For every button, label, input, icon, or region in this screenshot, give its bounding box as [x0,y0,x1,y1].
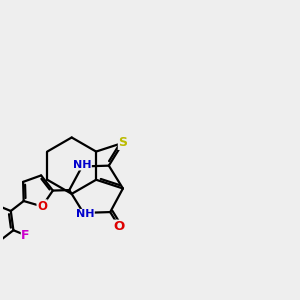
Text: O: O [114,220,125,233]
Text: NH: NH [76,209,94,220]
Text: O: O [37,200,47,213]
Text: NH: NH [73,160,91,170]
Text: S: S [118,136,127,149]
Text: F: F [21,229,30,242]
